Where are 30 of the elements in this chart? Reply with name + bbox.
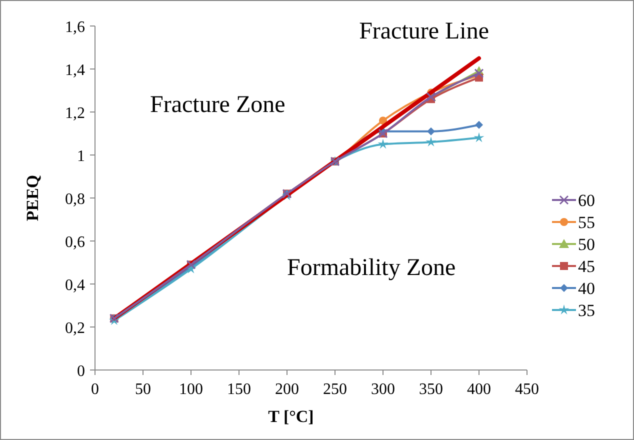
x-tick-label: 0 xyxy=(91,381,99,398)
y-tick-label: 0 xyxy=(77,363,85,380)
legend-label: 50 xyxy=(578,235,595,254)
y-axis-title: PEEQ xyxy=(23,174,42,222)
x-tick-label: 50 xyxy=(135,381,151,398)
x-tick-label: 450 xyxy=(515,381,539,398)
legend-label: 40 xyxy=(578,279,595,298)
series-label: Fracture Line xyxy=(359,18,489,44)
legend-label: 55 xyxy=(578,213,595,232)
annotation: Fracture Zone xyxy=(150,92,286,118)
legend-label: 35 xyxy=(578,301,595,320)
x-tick-label: 150 xyxy=(227,381,251,398)
y-tick-label: 0,8 xyxy=(65,191,85,208)
y-tick-label: 0,2 xyxy=(65,320,85,337)
legend-label: 60 xyxy=(578,191,595,210)
x-tick-label: 200 xyxy=(275,381,299,398)
x-axis-title: T [°C] xyxy=(268,407,314,426)
x-tick-label: 250 xyxy=(323,381,347,398)
x-tick-label: 350 xyxy=(419,381,443,398)
y-tick-label: 1 xyxy=(77,148,85,165)
legend-label: 45 xyxy=(578,257,595,276)
y-tick-label: 1,2 xyxy=(65,105,85,122)
x-tick-label: 300 xyxy=(371,381,395,398)
x-tick-label: 100 xyxy=(179,381,203,398)
annotation: Formability Zone xyxy=(287,255,456,281)
x-tick-label: 400 xyxy=(467,381,491,398)
y-tick-label: 1,6 xyxy=(65,19,85,36)
y-tick-label: 0,6 xyxy=(65,234,85,251)
y-tick-label: 0,4 xyxy=(65,277,85,294)
y-tick-label: 1,4 xyxy=(65,62,85,79)
